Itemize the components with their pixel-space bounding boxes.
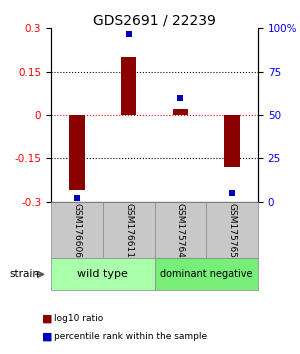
- Text: percentile rank within the sample: percentile rank within the sample: [54, 332, 207, 341]
- Text: strain: strain: [9, 269, 39, 279]
- Text: dominant negative: dominant negative: [160, 269, 253, 279]
- Text: ■: ■: [42, 314, 52, 324]
- Text: GSM176606: GSM176606: [72, 202, 81, 258]
- Bar: [121, 57, 136, 115]
- Text: GSM175765: GSM175765: [228, 202, 237, 258]
- Bar: [69, 115, 85, 190]
- Text: wild type: wild type: [77, 269, 128, 279]
- Text: GSM175764: GSM175764: [176, 202, 185, 258]
- Text: GSM176611: GSM176611: [124, 202, 133, 258]
- Title: GDS2691 / 22239: GDS2691 / 22239: [93, 13, 216, 27]
- Text: log10 ratio: log10 ratio: [54, 314, 103, 323]
- Text: ■: ■: [42, 331, 52, 341]
- Bar: [172, 109, 188, 115]
- Bar: [224, 115, 240, 167]
